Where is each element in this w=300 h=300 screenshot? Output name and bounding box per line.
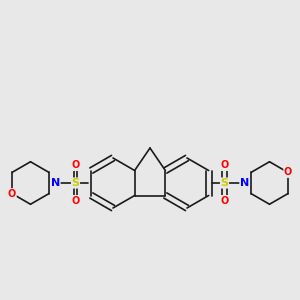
Text: S: S xyxy=(71,178,80,188)
Text: O: O xyxy=(8,189,16,199)
Text: N: N xyxy=(51,178,60,188)
Text: O: O xyxy=(220,196,229,206)
Text: O: O xyxy=(220,160,229,170)
Text: O: O xyxy=(71,196,80,206)
Text: O: O xyxy=(71,160,80,170)
Text: N: N xyxy=(240,178,249,188)
Text: S: S xyxy=(220,178,229,188)
Text: O: O xyxy=(284,167,292,177)
